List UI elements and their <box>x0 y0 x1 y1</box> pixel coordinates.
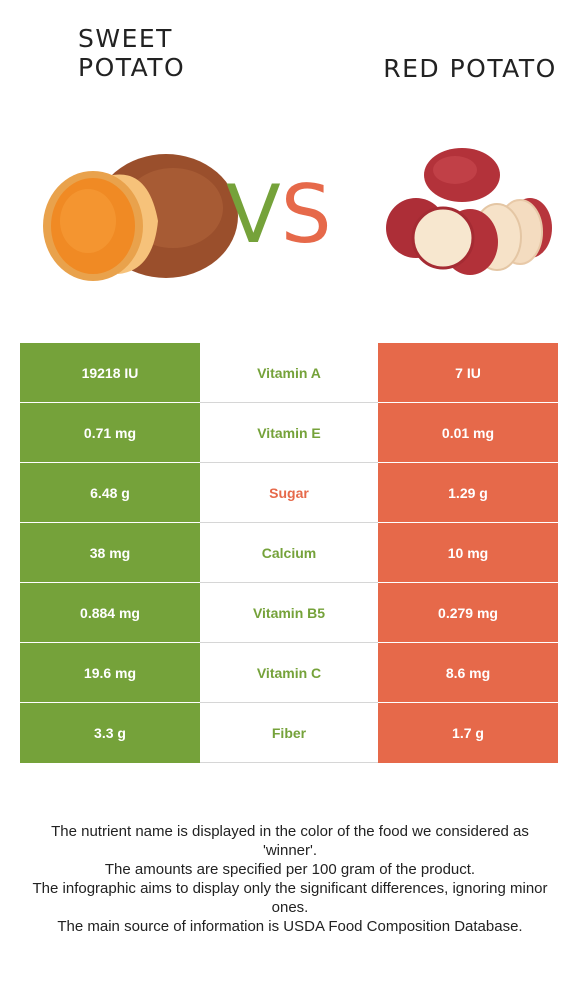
nutrient-name: Vitamin B5 <box>200 583 378 643</box>
red-potato-image <box>386 148 552 275</box>
left-value: 6.48 g <box>20 463 200 523</box>
right-value: 0.279 mg <box>378 583 558 643</box>
left-value: 3.3 g <box>20 703 200 763</box>
comparison-table: 19218 IU Vitamin A 7 IU 0.71 mg Vitamin … <box>20 343 558 763</box>
sweet-potato-image <box>43 154 238 281</box>
footer-line: The infographic aims to display only the… <box>32 880 548 916</box>
table-row: 6.48 g Sugar 1.29 g <box>20 463 558 523</box>
table-row: 0.71 mg Vitamin E 0.01 mg <box>20 403 558 463</box>
nutrient-name: Vitamin C <box>200 643 378 703</box>
right-food-title: RED POTATO <box>383 54 557 83</box>
vs-label: VS <box>226 165 332 265</box>
table-row: 19.6 mg Vitamin C 8.6 mg <box>20 643 558 703</box>
left-value: 19.6 mg <box>20 643 200 703</box>
right-value: 7 IU <box>378 343 558 403</box>
table-row: 3.3 g Fiber 1.7 g <box>20 703 558 763</box>
footer-notes: The nutrient name is displayed in the co… <box>30 822 550 936</box>
nutrient-name: Vitamin E <box>200 403 378 463</box>
left-value: 0.884 mg <box>20 583 200 643</box>
nutrient-name: Fiber <box>200 703 378 763</box>
table-row: 19218 IU Vitamin A 7 IU <box>20 343 558 403</box>
left-food-title: SWEET POTATO <box>78 24 186 82</box>
footer-line: The nutrient name is displayed in the co… <box>51 823 529 859</box>
footer-line: The main source of information is USDA F… <box>57 918 523 935</box>
right-value: 0.01 mg <box>378 403 558 463</box>
left-value: 19218 IU <box>20 343 200 403</box>
nutrient-name: Calcium <box>200 523 378 583</box>
left-value: 38 mg <box>20 523 200 583</box>
right-value: 10 mg <box>378 523 558 583</box>
footer-line: The amounts are specified per 100 gram o… <box>104 861 476 878</box>
right-value: 1.29 g <box>378 463 558 523</box>
vs-v: V <box>226 168 281 261</box>
table-row: 38 mg Calcium 10 mg <box>20 523 558 583</box>
nutrient-name: Vitamin A <box>200 343 378 403</box>
right-value: 8.6 mg <box>378 643 558 703</box>
nutrient-name: Sugar <box>200 463 378 523</box>
vs-s: S <box>280 168 332 261</box>
right-value: 1.7 g <box>378 703 558 763</box>
table-row: 0.884 mg Vitamin B5 0.279 mg <box>20 583 558 643</box>
left-value: 0.71 mg <box>20 403 200 463</box>
